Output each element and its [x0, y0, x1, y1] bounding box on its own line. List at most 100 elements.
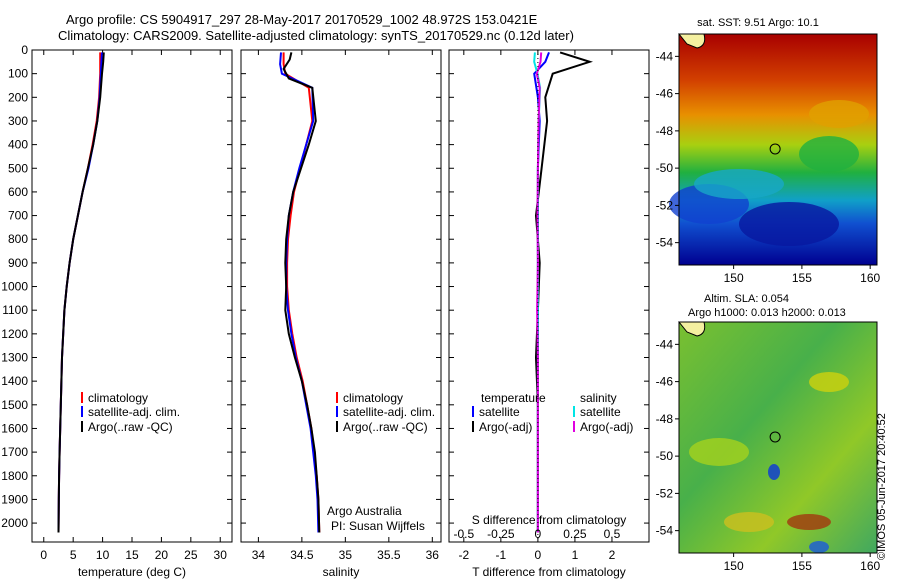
y-tick-label: 1400 — [1, 374, 28, 388]
x-tick-label: 10 — [96, 548, 110, 562]
x-tick-label: 5 — [70, 548, 77, 562]
top-s-tick-label: 0.25 — [563, 527, 587, 541]
series-line-argo-raw-qc- — [282, 52, 321, 533]
map-texture-blob — [809, 100, 869, 128]
y-tick-label: 300 — [8, 114, 28, 128]
y-tick-label: 800 — [8, 232, 28, 246]
legend-title-salinity: salinity — [580, 391, 617, 405]
map-texture-blob — [809, 541, 829, 553]
legend-t-satellite-label: satellite — [479, 405, 520, 419]
x-tick-label: 15 — [125, 548, 139, 562]
y-tick-label: 1600 — [1, 421, 28, 435]
map-texture-blob — [809, 372, 849, 392]
legend-satellite-label: satellite-adj. clim. — [88, 405, 180, 419]
x-tick-label: 1 — [572, 548, 579, 562]
map-x-tick-label: 160 — [860, 271, 880, 285]
x-axis-label: salinity — [323, 565, 360, 579]
y-tick-label: 2000 — [1, 516, 28, 530]
argo-location-marker — [769, 143, 781, 155]
y-tick-label: 600 — [8, 185, 28, 199]
map-y-tick-label: -54 — [656, 236, 674, 250]
map-texture-blob — [739, 202, 839, 246]
y-tick-label: 1200 — [1, 327, 28, 341]
map-title-sla: Altim. SLA: 0.054 — [704, 293, 789, 305]
y-tick-label: 1100 — [2, 303, 28, 317]
map-y-tick-label: -52 — [656, 198, 674, 212]
y-tick-label: 200 — [8, 90, 28, 104]
map-texture-blob — [768, 464, 780, 480]
legend-t-argo-label: Argo(-adj) — [479, 420, 532, 434]
map-field-sla_map — [679, 322, 877, 553]
x-tick-label: 36 — [426, 548, 440, 562]
plot-frame-temperature — [31, 49, 233, 543]
x-tick-label: 34 — [252, 548, 266, 562]
header-line-1: Argo profile: CS 5904917_297 28-May-2017… — [66, 12, 538, 27]
x-tick-label: 34.5 — [290, 548, 314, 562]
annotation-institution: Argo Australia — [327, 504, 402, 518]
top-s-axis-label: S difference from climatology — [472, 513, 627, 527]
x-tick-label: 35.5 — [377, 548, 401, 562]
y-tick-label: 1000 — [1, 280, 28, 294]
y-tick-label: 500 — [8, 161, 28, 175]
map-y-tick-label: -50 — [656, 449, 674, 463]
map-y-tick-label: -46 — [656, 87, 674, 101]
y-tick-label: 700 — [8, 209, 28, 223]
map-texture-blob — [694, 169, 784, 199]
x-tick-label: 20 — [155, 548, 169, 562]
y-tick-label: 900 — [8, 256, 28, 270]
x-tick-label: -2 — [458, 548, 469, 562]
map-title-sst: sat. SST: 9.51 Argo: 10.1 — [697, 17, 819, 29]
legend-climatology-label: climatology — [88, 391, 148, 405]
y-tick-label: 1700 — [1, 445, 28, 459]
map-frame — [678, 33, 878, 266]
map-subtitle-sla: Argo h1000: 0.013 h2000: 0.013 — [688, 307, 846, 319]
legend-climatology-label: climatology — [343, 391, 403, 405]
y-tick-label: 1900 — [1, 492, 28, 506]
map-texture-blob — [724, 512, 774, 532]
map-frame — [678, 321, 878, 554]
y-tick-label: 0 — [21, 43, 28, 57]
legend-s-satellite-label: satellite — [580, 405, 621, 419]
x-tick-label: 2 — [609, 548, 616, 562]
map-x-tick-label: 160 — [860, 559, 880, 573]
top-s-tick-label: 0.5 — [604, 527, 621, 541]
map-y-tick-label: -48 — [656, 124, 674, 138]
legend-argo-label: Argo(..raw -QC) — [343, 420, 428, 434]
map-y-tick-label: -54 — [656, 524, 674, 538]
map-y-tick-label: -44 — [656, 49, 674, 63]
plot-frame-salinity — [240, 49, 442, 543]
x-tick-label: 35 — [339, 548, 353, 562]
x-tick-label: 25 — [184, 548, 198, 562]
legend-satellite-label: satellite-adj. clim. — [343, 405, 435, 419]
legend-argo-label: Argo(..raw -QC) — [88, 420, 173, 434]
header-line-2: Climatology: CARS2009. Satellite-adjuste… — [58, 28, 574, 43]
argo-location-marker — [769, 431, 781, 443]
map-texture-blob — [799, 136, 859, 172]
x-tick-label: -1 — [496, 548, 507, 562]
x-tick-label: 0 — [40, 548, 47, 562]
top-s-tick-label: 0 — [535, 527, 542, 541]
map-x-tick-label: 150 — [724, 559, 744, 573]
top-s-tick-label: -0.5 — [453, 527, 474, 541]
map-y-tick-label: -44 — [656, 337, 674, 351]
map-y-tick-label: -50 — [656, 161, 674, 175]
map-y-tick-label: -52 — [656, 486, 674, 500]
copyright-stamp: ©IMOS 05-Jun-2017 20:40:52 — [876, 413, 888, 560]
x-tick-label: 0 — [535, 548, 542, 562]
legend-title-temperature: temperature — [481, 391, 546, 405]
top-s-tick-label: -0.25 — [487, 527, 515, 541]
series-line-argo-raw-qc- — [57, 52, 105, 533]
plot-frame-difference — [448, 49, 650, 543]
map-x-tick-label: 155 — [792, 559, 812, 573]
annotation-pi: PI: Susan Wijffels — [331, 519, 425, 533]
x-axis-label: temperature (deg C) — [78, 565, 186, 579]
map-y-tick-label: -48 — [656, 412, 674, 426]
y-tick-label: 1800 — [1, 469, 28, 483]
map-texture-blob — [689, 438, 749, 466]
map-x-tick-label: 155 — [792, 271, 812, 285]
y-tick-label: 400 — [8, 138, 28, 152]
y-tick-label: 1300 — [1, 351, 28, 365]
y-tick-label: 1500 — [1, 398, 28, 412]
legend-s-argo-label: Argo(-adj) — [580, 420, 633, 434]
